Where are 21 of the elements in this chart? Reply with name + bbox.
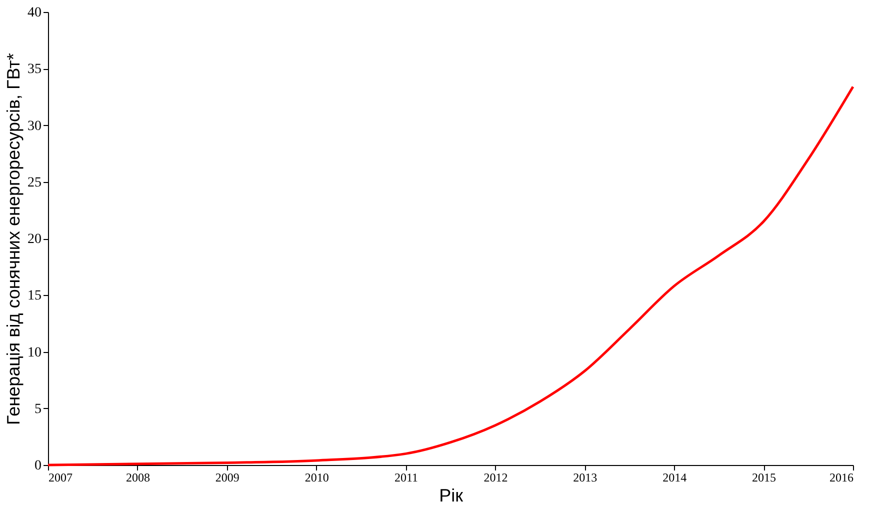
x-tick-label: 2011	[394, 470, 418, 484]
x-tick-label: 2007	[48, 470, 72, 484]
y-tick-label: 25	[28, 175, 42, 190]
x-tick-label: 2014	[662, 470, 687, 484]
y-axis-title: Генерація від сонячних енергоресурсів, ГВт*	[4, 53, 24, 425]
y-tick-label: 5	[34, 402, 42, 417]
x-tick-label: 2010	[304, 470, 329, 484]
x-tick-label: 2013	[573, 470, 598, 484]
x-tick-label: 2016	[830, 470, 854, 484]
y-tick-label: 10	[28, 345, 42, 360]
x-tick-label: 2012	[484, 470, 508, 484]
y-tick-label: 20	[28, 232, 42, 247]
y-tick-label: 35	[28, 62, 42, 78]
x-tick-label: 2008	[126, 470, 150, 484]
x-tick-label: 2009	[215, 470, 240, 484]
y-tick-label: 30	[28, 118, 42, 134]
y-tick-label: 40	[28, 6, 42, 20]
x-axis-title: Рік	[439, 486, 464, 506]
y-tick-label: 0	[34, 458, 42, 474]
y-tick-label: 15	[28, 288, 42, 304]
x-tick-label: 2015	[752, 470, 776, 484]
